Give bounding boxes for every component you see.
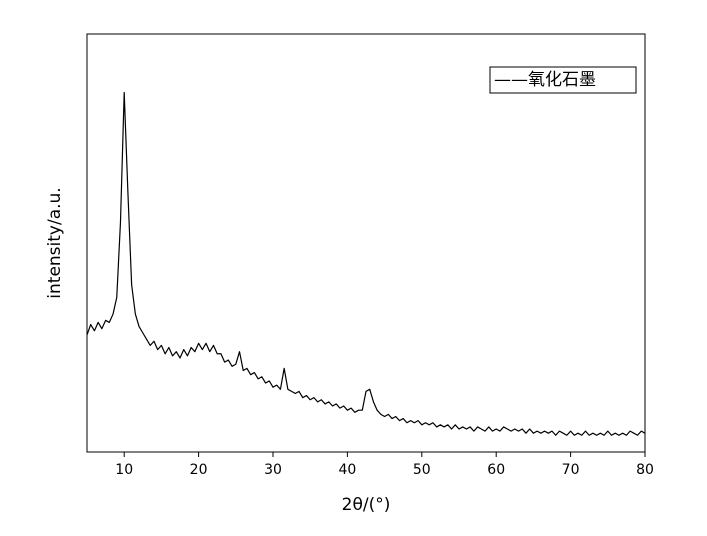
- x-tick-label: 60: [487, 462, 505, 478]
- x-tick-label: 50: [413, 462, 431, 478]
- x-axis-label: 2θ/(°): [342, 495, 391, 515]
- x-tick-label: 30: [264, 462, 282, 478]
- data-line: [86, 91, 646, 436]
- x-tick-label: 20: [190, 462, 208, 478]
- plot-frame: [86, 33, 646, 453]
- x-tick-label: 80: [636, 462, 654, 478]
- x-tick-label: 70: [562, 462, 580, 478]
- x-tick-label: 10: [115, 462, 133, 478]
- x-tick-label: 40: [338, 462, 356, 478]
- y-axis-label: intensity/a.u.: [45, 187, 65, 298]
- legend-label: ——氧化石墨: [494, 70, 596, 90]
- legend-box: [489, 66, 637, 94]
